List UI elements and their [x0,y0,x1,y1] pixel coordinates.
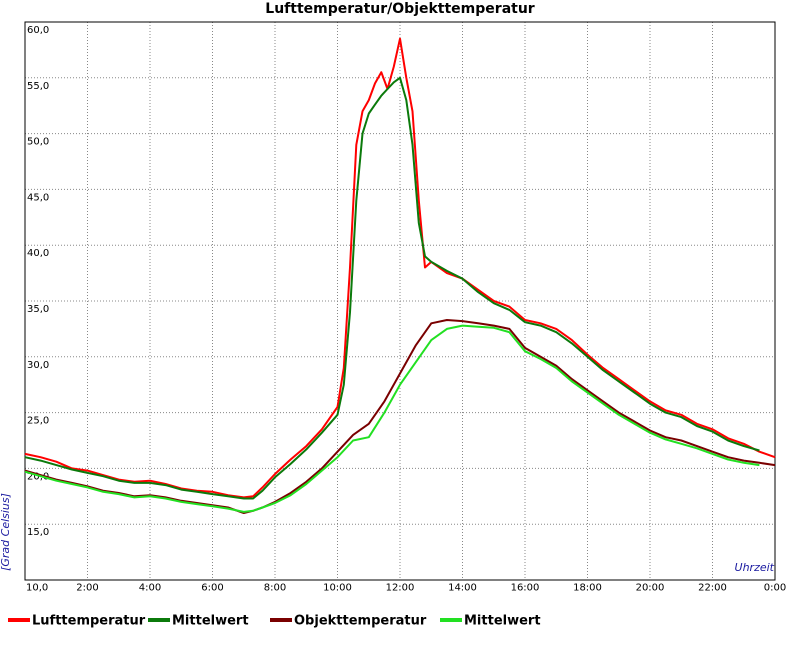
y-tick-label: 25,0 [27,416,49,427]
y-tick-label: 15,0 [27,527,49,538]
y-tick-label: 30,0 [27,360,49,371]
x-tick-label: 4:00 [139,582,161,593]
x-tick-label: 6:00 [201,582,223,593]
legend-label: Mittelwert [464,614,541,629]
y-tick-label: 20,0 [27,471,49,482]
chart-title: Lufttemperatur/Objekttemperatur [265,1,535,17]
x-axis: 0:00 2:00 4:00 6:00 8:00 10:00 12:00 14:00 16:00… [76,582,786,593]
y-tick-label: 35,0 [27,304,49,315]
y-tick-label-bottom: 10,0 [26,582,48,593]
series-line-2 [24,76,760,500]
y-axis-label: [Grad Celsius] [0,493,12,571]
x-tick-label: 22:00 [698,582,727,593]
x-tick-label: 18:00 [573,582,602,593]
legend-label: Lufttemperatur [32,614,146,629]
y-tick-label: 45,0 [27,192,49,203]
y-tick-label: 40,0 [27,248,49,259]
legend: Lufttemperatur Mittelwert Objekttemperatur… [8,614,541,629]
legend-item: Objekttemperatur [270,614,427,629]
y-tick-label: 55,0 [27,81,49,92]
series-line-3 [24,319,776,514]
y-tick-label: 50,0 [27,137,49,148]
x-tick-label: 10:00 [323,582,352,593]
x-tick-label: 12:00 [386,582,415,593]
x-tick-label: 2:00 [76,582,98,593]
legend-label: Objekttemperatur [294,614,427,629]
x-tick-label: 0:00 [764,582,786,593]
legend-item: Mittelwert [148,614,249,629]
x-tick-label: 14:00 [448,582,477,593]
x-tick-label: 8:00 [264,582,286,593]
legend-label: Mittelwert [172,614,249,629]
y-tick-label: 60,0 [27,25,49,36]
x-tick-label: 20:00 [636,582,665,593]
legend-item: Lufttemperatur [8,614,146,629]
x-tick-label: 16:00 [511,582,540,593]
x-axis-label: Uhrzeit [735,561,775,574]
series-line-4 [24,324,760,513]
series-layer [24,37,776,514]
legend-item: Mittelwert [440,614,541,629]
plot-frame [24,21,776,581]
y-axis: 15,0 20,0 25,0 30,0 35,0 40,0 45,0 50,0 55,0 60,0… [26,25,49,593]
